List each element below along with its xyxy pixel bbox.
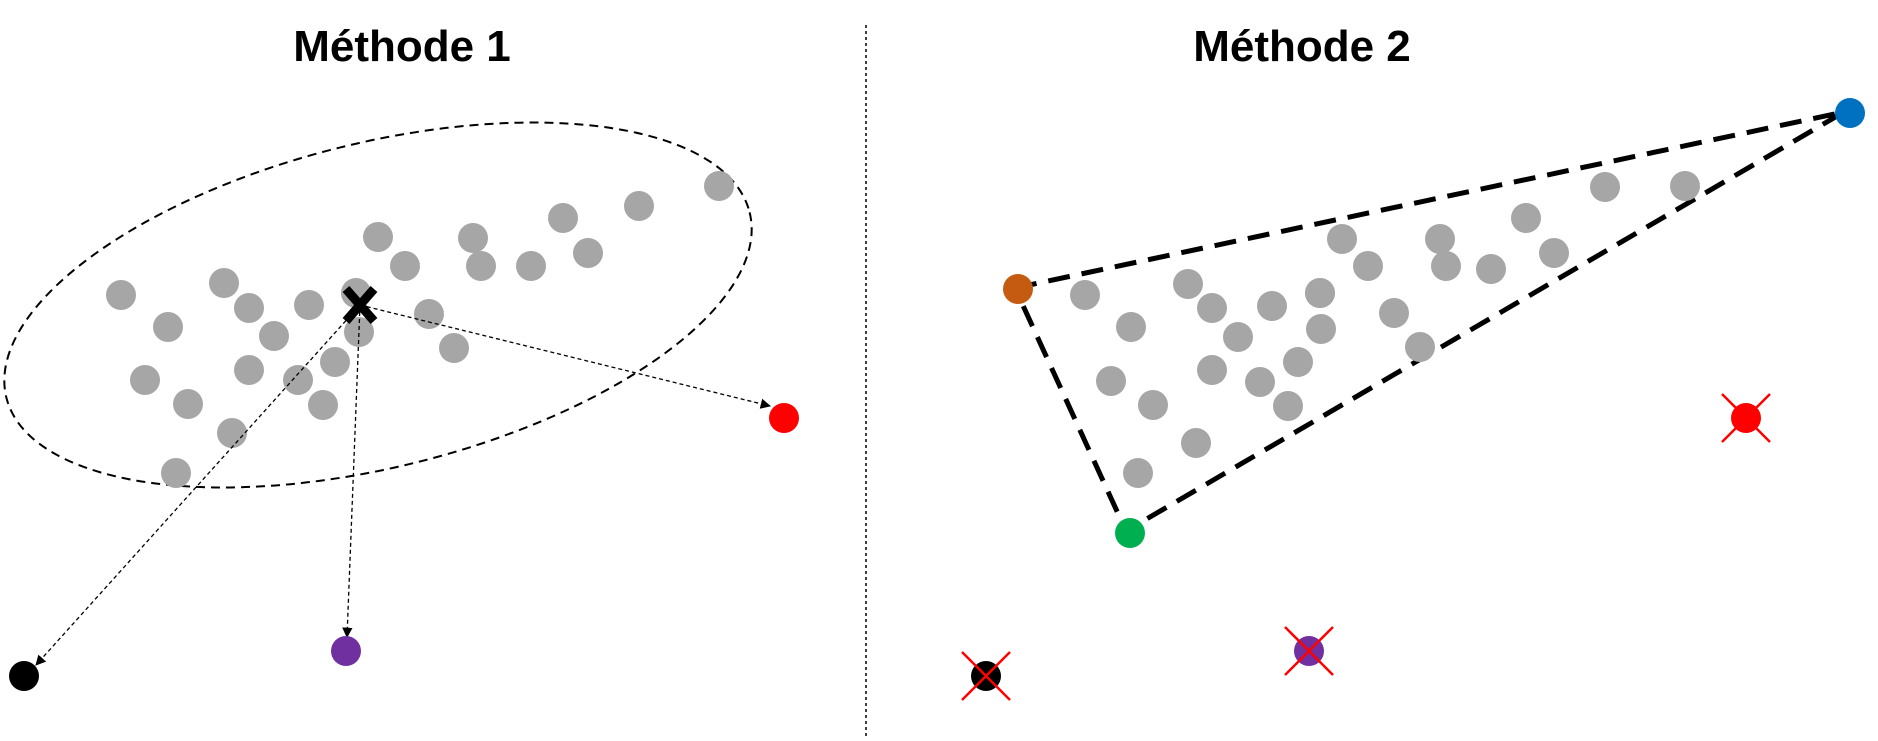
data-point bbox=[320, 347, 350, 377]
red-point bbox=[769, 403, 799, 433]
black-point bbox=[9, 661, 39, 691]
data-point bbox=[1306, 314, 1336, 344]
data-point bbox=[294, 290, 324, 320]
data-point bbox=[1590, 172, 1620, 202]
data-point bbox=[1116, 312, 1146, 342]
data-point bbox=[363, 222, 393, 252]
data-point bbox=[1283, 347, 1313, 377]
data-point bbox=[1327, 224, 1357, 254]
data-point bbox=[1273, 391, 1303, 421]
data-point bbox=[1353, 251, 1383, 281]
data-point bbox=[1425, 224, 1455, 254]
data-point bbox=[217, 418, 247, 448]
data-point bbox=[234, 355, 264, 385]
data-point bbox=[573, 238, 603, 268]
data-point bbox=[259, 321, 289, 351]
distance-arrow bbox=[35, 304, 361, 666]
data-point bbox=[1670, 171, 1700, 201]
data-point bbox=[1223, 322, 1253, 352]
blue-point bbox=[1835, 98, 1865, 128]
data-point bbox=[106, 280, 136, 310]
data-point bbox=[209, 268, 239, 298]
data-point bbox=[130, 365, 160, 395]
data-point bbox=[458, 223, 488, 253]
data-point bbox=[1181, 428, 1211, 458]
data-point bbox=[1245, 367, 1275, 397]
data-point bbox=[1070, 280, 1100, 310]
data-point bbox=[1511, 203, 1541, 233]
data-point bbox=[308, 390, 338, 420]
mean-cross-icon bbox=[342, 286, 378, 324]
data-point bbox=[1257, 291, 1287, 321]
right-panel bbox=[961, 98, 1865, 701]
data-point bbox=[414, 299, 444, 329]
data-point bbox=[153, 312, 183, 342]
right-data-points bbox=[1070, 171, 1700, 488]
distance-arrows bbox=[35, 304, 772, 666]
reject-cross-icon bbox=[1721, 393, 1771, 443]
rejected-points bbox=[961, 393, 1771, 701]
distance-arrow bbox=[359, 304, 772, 409]
confidence-ellipse bbox=[3, 121, 753, 489]
convex-hull bbox=[1012, 109, 1847, 534]
left-data-points bbox=[106, 171, 734, 488]
data-point bbox=[1173, 269, 1203, 299]
data-point bbox=[234, 293, 264, 323]
data-point bbox=[704, 171, 734, 201]
data-point bbox=[173, 389, 203, 419]
data-point bbox=[344, 317, 374, 347]
orange-point bbox=[1003, 274, 1033, 304]
data-point bbox=[624, 191, 654, 221]
green-point bbox=[1115, 518, 1145, 548]
right-panel-title: Méthode 2 bbox=[1193, 22, 1411, 71]
data-point bbox=[283, 365, 313, 395]
left-outlier-points bbox=[9, 403, 799, 691]
data-point bbox=[548, 203, 578, 233]
left-panel-title: Méthode 1 bbox=[293, 22, 511, 71]
data-point bbox=[1123, 458, 1153, 488]
data-point bbox=[1405, 332, 1435, 362]
data-point bbox=[390, 251, 420, 281]
data-point bbox=[1305, 278, 1335, 308]
hull-vertex-points bbox=[1003, 98, 1865, 548]
left-panel bbox=[3, 121, 799, 691]
data-point bbox=[1138, 390, 1168, 420]
data-point bbox=[439, 333, 469, 363]
data-point bbox=[1197, 293, 1227, 323]
data-point bbox=[516, 251, 546, 281]
data-point bbox=[1476, 254, 1506, 284]
data-point bbox=[1539, 238, 1569, 268]
data-point bbox=[1096, 366, 1126, 396]
data-point bbox=[1197, 355, 1227, 385]
data-point bbox=[1379, 298, 1409, 328]
reject-cross-icon bbox=[961, 651, 1011, 701]
data-point bbox=[161, 458, 191, 488]
data-point bbox=[466, 251, 496, 281]
distance-arrow bbox=[342, 304, 361, 639]
purple-point bbox=[331, 636, 361, 666]
reject-cross-icon bbox=[1284, 626, 1334, 676]
data-point bbox=[1431, 251, 1461, 281]
